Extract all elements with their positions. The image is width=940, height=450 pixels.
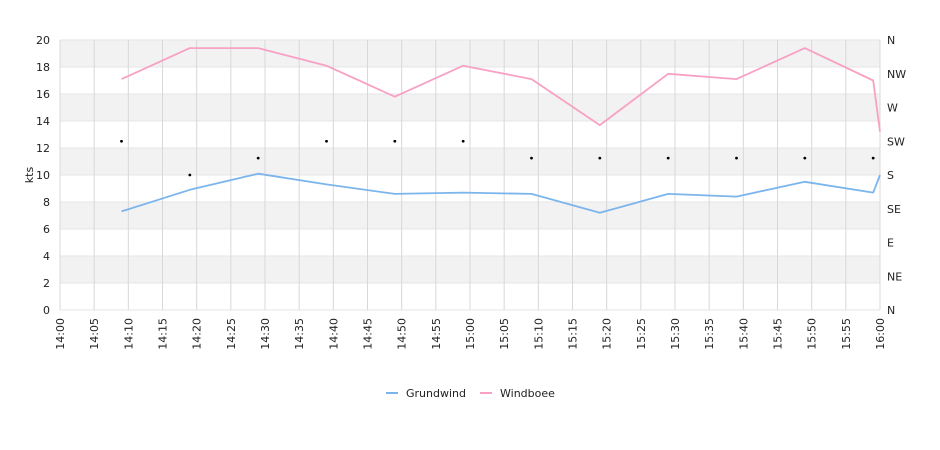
direction-tick-label: SE [887,203,901,216]
direction-axis: N NE E SE S SW W NW N [887,34,906,317]
x-tick-label: 14:20 [191,318,204,350]
direction-point [461,139,465,143]
y-tick-label: 16 [36,88,50,101]
x-tick-label: 15:10 [532,318,545,350]
direction-tick-label: E [887,237,894,250]
series-line-grundwind [121,172,881,214]
x-tick-label: 15:25 [635,318,648,350]
y-tick-label: 18 [36,61,50,74]
direction-point [530,156,533,160]
direction-tick-label: N [887,304,895,317]
direction-tick-label: NE [887,270,902,283]
direction-point [598,156,602,160]
direction-point [735,156,738,160]
x-tick-label: 14:55 [430,318,443,350]
x-tick-label: 15:35 [703,318,716,350]
y-tick-label: 8 [43,196,50,209]
x-tick-label: 15:15 [567,318,580,350]
direction-point [803,156,807,160]
x-tick-label: 16:00 [874,318,887,350]
direction-point [120,139,123,143]
x-tick-label: 15:30 [669,318,682,350]
x-tick-label: 14:30 [259,318,272,350]
x-tick-label: 15:50 [806,318,819,350]
legend-label: Windboee [500,387,555,400]
x-tick-label: 15:05 [498,318,511,350]
x-tick-label: 15:45 [772,318,785,350]
direction-point [393,139,397,143]
series-lines [121,47,881,214]
x-tick-label: 15:00 [464,318,477,350]
x-tick-label: 15:55 [840,318,853,350]
x-tick-label: 14:50 [396,318,409,350]
x-tick-label: 14:25 [225,318,238,350]
x-axis: 14:00 14:05 14:10 14:15 14:20 14:25 14:30 14:35… [54,318,887,350]
direction-tick-label: S [887,169,894,182]
y-axis: 0 2 4 6 8 10 12 14 16 18 20 kts [23,34,50,317]
y-tick-label: 0 [43,304,50,317]
x-tick-label: 14:15 [157,318,170,350]
legend: Grundwind Windboee [386,387,555,400]
direction-point [871,156,875,160]
direction-point [666,156,670,160]
y-tick-label: 10 [36,169,50,182]
x-tick-label: 14:45 [362,318,375,350]
direction-point [256,156,260,160]
y-tick-label: 6 [43,223,50,236]
direction-tick-label: NW [887,68,906,81]
x-tick-label: 14:10 [122,318,135,350]
direction-tick-label: N [887,34,895,47]
y-tick-label: 4 [43,250,50,263]
x-tick-label: 14:35 [293,318,306,350]
direction-tick-label: W [887,102,898,115]
x-tick-label: 15:40 [737,318,750,350]
x-tick-label: 14:40 [327,318,340,350]
y-tick-label: 20 [36,34,50,47]
direction-point [188,173,192,177]
x-tick-label: 15:20 [601,318,614,350]
direction-tick-label: SW [887,135,905,148]
y-axis-title: kts [23,167,36,184]
direction-point [325,139,328,143]
y-tick-label: 14 [36,115,50,128]
legend-item-windboee[interactable]: Windboee [480,387,555,400]
legend-label: Grundwind [406,387,466,400]
y-tick-label: 2 [43,277,50,290]
x-tick-label: 14:00 [54,318,67,350]
x-tick-label: 14:05 [88,318,101,350]
series-line-windboee [121,47,881,132]
direction-points [120,139,875,177]
y-tick-label: 12 [36,142,50,155]
legend-item-grundwind[interactable]: Grundwind [386,387,466,400]
